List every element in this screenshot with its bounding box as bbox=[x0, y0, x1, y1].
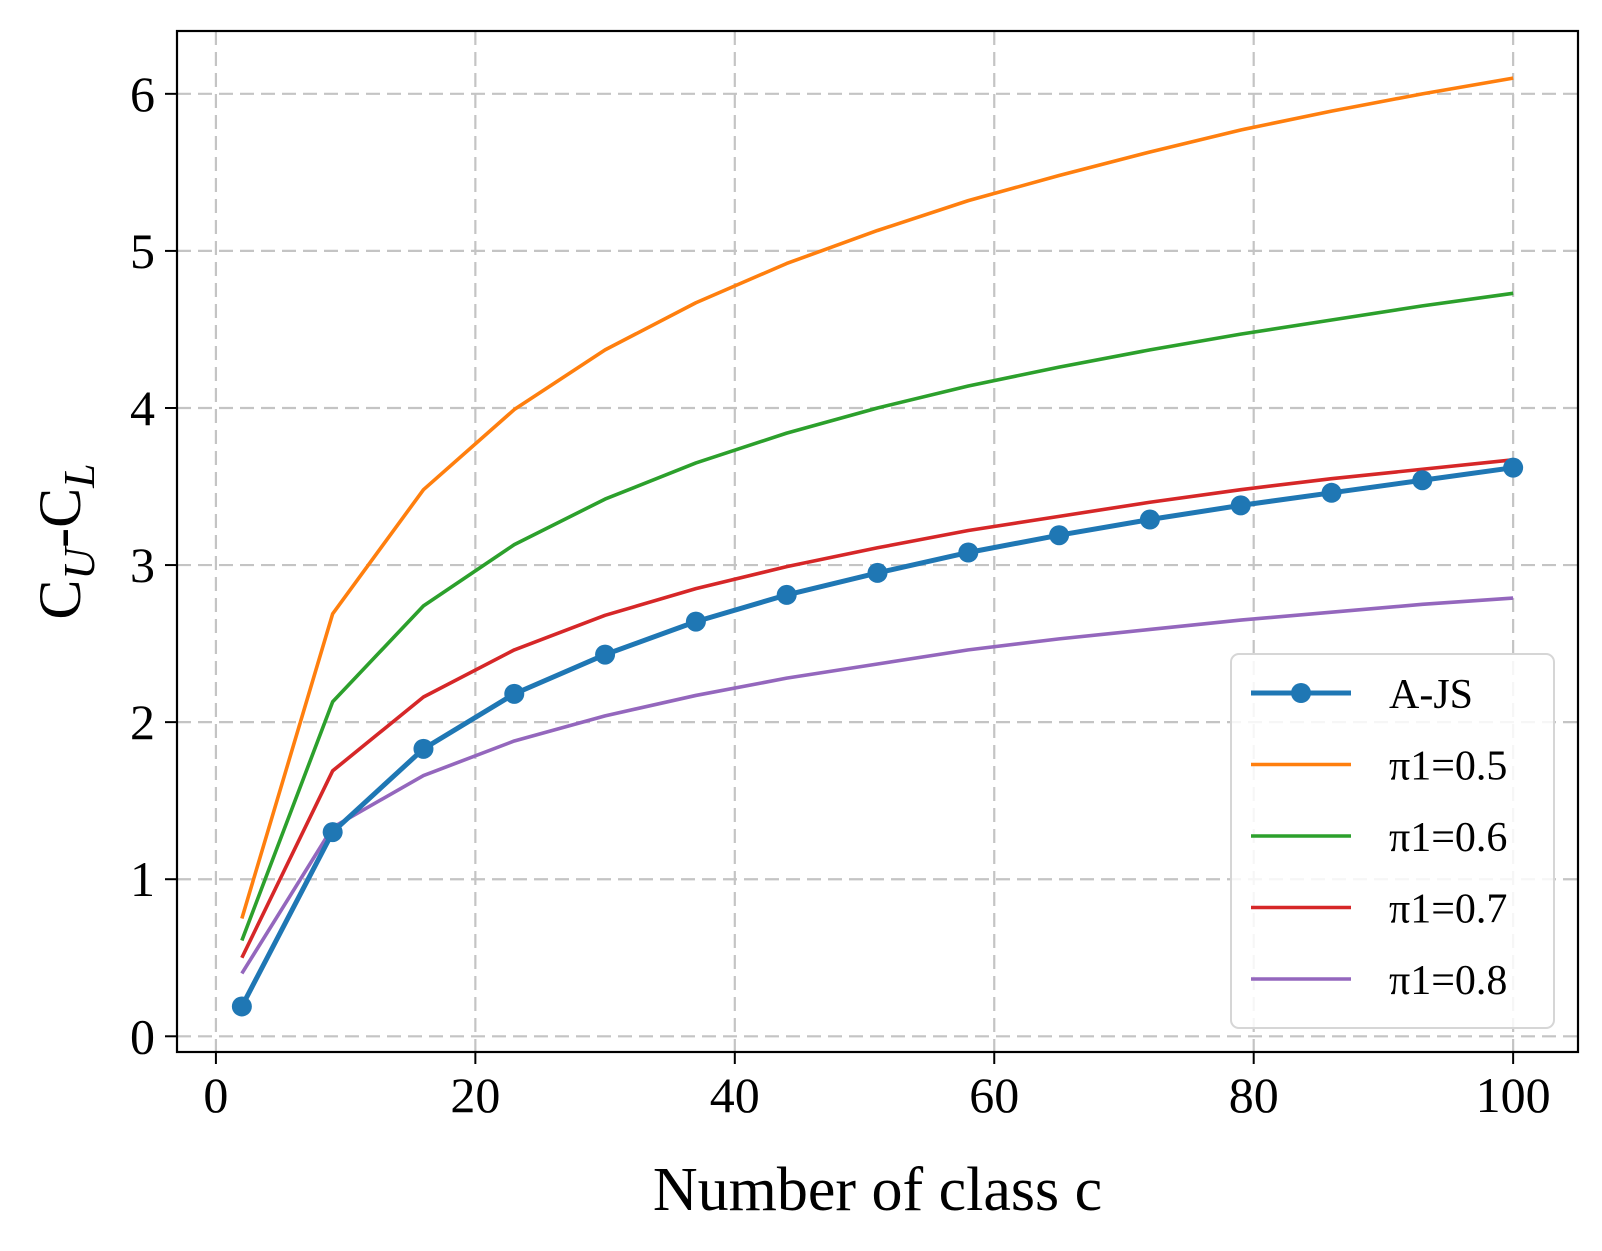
y-tick-label: 4 bbox=[130, 380, 155, 436]
legend-marker bbox=[1291, 683, 1311, 703]
series-pi1-0-5 bbox=[240, 76, 1514, 919]
legend-label: π1=0.7 bbox=[1389, 887, 1507, 933]
data-point-a-js bbox=[1412, 470, 1433, 491]
series-pi1-0-7 bbox=[240, 458, 1514, 959]
x-axis-label: Number of class c bbox=[653, 1156, 1102, 1224]
x-tick-label: 0 bbox=[203, 1067, 228, 1123]
legend-label: π1=0.8 bbox=[1389, 958, 1507, 1004]
legend-label: π1=0.5 bbox=[1389, 744, 1507, 790]
y-axis-label-mid: -C bbox=[27, 488, 93, 548]
y-tick-label: 1 bbox=[130, 851, 155, 907]
data-point-a-js bbox=[1139, 509, 1160, 530]
data-point-a-js bbox=[413, 738, 434, 759]
y-axis-label-sub-u: U bbox=[55, 545, 104, 580]
data-point-a-js bbox=[1049, 525, 1070, 546]
axis-ticks: 0 20 40 60 80 100 0 1 2 3 4 5 6 bbox=[130, 66, 1551, 1123]
y-tick-label: 0 bbox=[130, 1008, 155, 1064]
x-tick-label: 80 bbox=[1229, 1067, 1279, 1123]
legend-item-a-js: A-JS bbox=[1251, 672, 1473, 718]
x-tick-label: 20 bbox=[450, 1067, 500, 1123]
x-tick-label: 40 bbox=[710, 1067, 760, 1123]
legend-item-pi1-0-7: π1=0.7 bbox=[1251, 887, 1507, 933]
y-tick-label: 5 bbox=[130, 223, 155, 279]
series-a-js bbox=[231, 457, 1524, 1017]
legend: A-JS π1=0.5 π1=0.6 π1=0.7 π1=0.8 bbox=[1230, 653, 1555, 1029]
data-point-a-js bbox=[504, 683, 525, 704]
grid-lines bbox=[177, 31, 1578, 1052]
data-point-a-js bbox=[776, 584, 797, 605]
data-point-a-js bbox=[958, 542, 979, 563]
legend-label: π1=0.6 bbox=[1389, 815, 1507, 861]
series-layer bbox=[231, 76, 1524, 1017]
legend-item-pi1-0-8: π1=0.8 bbox=[1251, 958, 1507, 1004]
data-point-a-js bbox=[867, 562, 888, 583]
legend-label: A-JS bbox=[1389, 672, 1473, 718]
data-point-a-js bbox=[231, 996, 252, 1017]
data-point-a-js bbox=[1230, 495, 1251, 516]
series-pi1-0-6 bbox=[240, 291, 1514, 942]
y-tick-label: 2 bbox=[130, 694, 155, 750]
data-point-a-js bbox=[322, 822, 343, 843]
x-tick-label: 60 bbox=[969, 1067, 1019, 1123]
legend-item-pi1-0-5: π1=0.5 bbox=[1251, 744, 1507, 790]
series-line-pi1-0-5 bbox=[240, 76, 1514, 919]
x-tick-label: 100 bbox=[1476, 1067, 1551, 1123]
data-point-a-js bbox=[685, 611, 706, 632]
y-tick-label: 3 bbox=[130, 537, 155, 593]
legend-box bbox=[1230, 653, 1555, 1029]
series-pi1-0-8 bbox=[240, 596, 1514, 975]
series-line-pi1-0-7 bbox=[240, 458, 1514, 959]
data-point-a-js bbox=[1321, 482, 1342, 503]
y-axis-label-base: C bbox=[27, 580, 93, 620]
data-point-a-js bbox=[1503, 457, 1524, 478]
data-point-a-js bbox=[595, 644, 616, 665]
y-tick-label: 6 bbox=[130, 66, 155, 122]
y-axis-label: CU-CL bbox=[27, 463, 104, 619]
legend-item-pi1-0-6: π1=0.6 bbox=[1251, 815, 1507, 861]
axes-frame bbox=[175, 29, 1580, 1054]
series-line-pi1-0-6 bbox=[240, 291, 1514, 942]
series-line-pi1-0-8 bbox=[240, 596, 1514, 975]
y-axis-label-sub-l: L bbox=[55, 463, 104, 488]
